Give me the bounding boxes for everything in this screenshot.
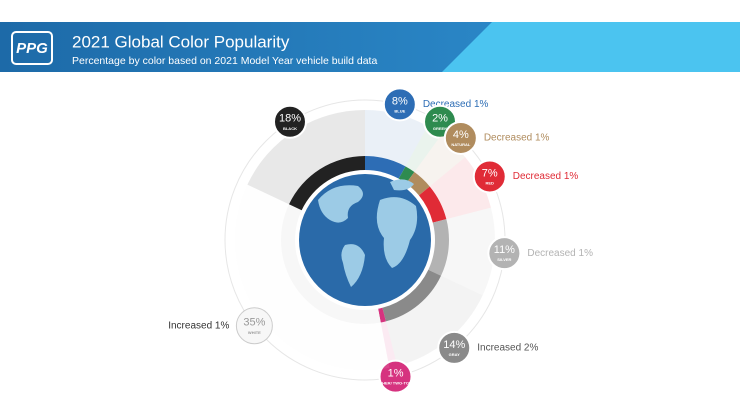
- bubble: [235, 307, 273, 345]
- bubble: [382, 87, 417, 122]
- segment: [288, 156, 365, 211]
- category-label: OTHER/ TWO-TONE: [377, 381, 415, 386]
- segment-glow: [365, 110, 428, 167]
- continent: [318, 185, 363, 223]
- category-label: WHITE: [248, 330, 261, 335]
- header-band: [0, 22, 492, 72]
- segment-glow: [380, 321, 398, 368]
- category-label: GRAY: [449, 352, 461, 357]
- value-label: 4%: [453, 129, 469, 141]
- segment: [406, 172, 430, 196]
- segment-glow: [385, 275, 483, 366]
- value-label: 1%: [388, 368, 404, 380]
- change-label: Increased 2%: [477, 343, 538, 354]
- segment: [418, 186, 447, 223]
- continent: [341, 244, 365, 287]
- bubble: [472, 159, 507, 194]
- donut-chart: 8%BLUE Decreased 1% 2%GREEN 4%NATURAL Decrea…: [168, 87, 593, 394]
- value-label: 11%: [494, 244, 515, 256]
- category-label: NATURAL: [451, 142, 471, 147]
- segment-glow: [405, 126, 442, 173]
- value-label: 7%: [482, 167, 498, 179]
- change-label: Decreased 1%: [513, 171, 579, 182]
- category-label: BLUE: [394, 108, 405, 113]
- bubble: [272, 104, 307, 139]
- globe-ocean: [299, 174, 431, 306]
- value-label: 35%: [243, 317, 265, 329]
- value-label: 18%: [279, 113, 301, 125]
- bubble: [487, 236, 522, 271]
- segment: [398, 166, 415, 184]
- value-label: 8%: [392, 95, 408, 107]
- continent: [390, 179, 414, 191]
- category-label: RED: [486, 181, 495, 186]
- segment: [428, 219, 449, 276]
- change-label: Decreased 1%: [527, 248, 593, 259]
- value-label: 14%: [443, 339, 465, 351]
- change-label: Decreased 1%: [484, 133, 550, 144]
- segment: [365, 156, 406, 179]
- continent: [376, 197, 418, 268]
- change-label: Decreased 1%: [423, 99, 489, 110]
- logo: PPG: [16, 40, 48, 57]
- change-label: Increased 1%: [168, 320, 229, 331]
- category-label: SILVER: [497, 257, 511, 262]
- value-label: 2%: [432, 113, 448, 125]
- segment: [382, 269, 442, 322]
- bubble: [437, 330, 472, 365]
- category-label: BLACK: [283, 126, 297, 131]
- subtitle: Percentage by color based on 2021 Model …: [72, 55, 377, 67]
- category-label: GREEN: [433, 126, 447, 131]
- segment-glow: [234, 184, 390, 370]
- segment: [378, 307, 386, 323]
- globe: [299, 174, 431, 306]
- segment-glow: [441, 207, 495, 296]
- bubble: [378, 359, 413, 394]
- bubble: [443, 120, 478, 155]
- segment: [281, 204, 381, 324]
- segment-glow: [247, 110, 365, 205]
- logo-box: [11, 31, 53, 65]
- title: 2021 Global Color Popularity: [72, 32, 290, 51]
